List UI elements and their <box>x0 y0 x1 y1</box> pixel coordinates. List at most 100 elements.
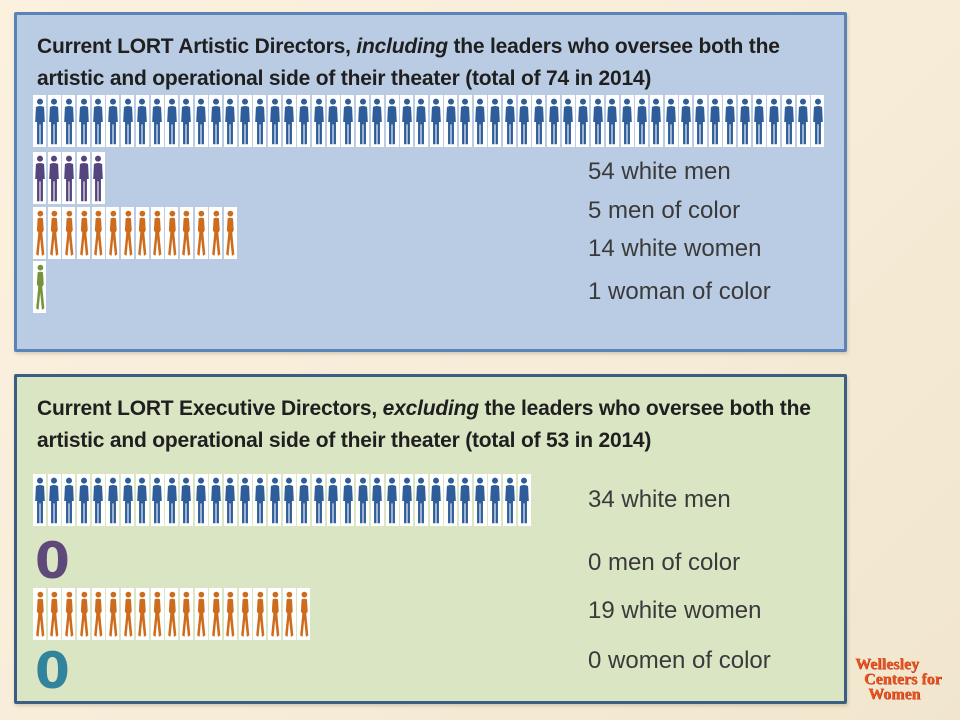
count-label: 0 men of color <box>588 549 741 576</box>
man-icon <box>253 474 267 526</box>
man-icon <box>385 95 399 147</box>
title-text: the leaders who oversee both the artisti… <box>37 397 811 452</box>
woman-icon <box>91 207 105 259</box>
man-icon <box>238 95 252 147</box>
title-text: Current LORT Executive Directors, <box>37 397 383 420</box>
woman-icon <box>209 588 223 640</box>
woman-icon <box>238 588 252 640</box>
man-icon <box>47 474 61 526</box>
woman-icon <box>194 207 208 259</box>
wellesley-centers-for-women-logo: Wellesley Centers for Women <box>855 656 957 703</box>
man-icon <box>341 95 355 147</box>
count-label: 19 white women <box>588 597 762 624</box>
woman-icon <box>194 588 208 640</box>
man-icon <box>282 474 296 526</box>
count-label: 5 men of color <box>588 197 741 224</box>
man-icon <box>121 474 135 526</box>
woman-icon <box>121 588 135 640</box>
man-icon <box>62 152 76 204</box>
woman-icon <box>179 588 193 640</box>
woman-icon <box>62 207 76 259</box>
man-icon <box>752 95 766 147</box>
pictogram-row <box>33 207 237 259</box>
man-icon <box>458 95 472 147</box>
man-icon <box>723 95 737 147</box>
man-icon <box>811 95 825 147</box>
man-icon <box>605 95 619 147</box>
man-icon <box>91 95 105 147</box>
man-icon <box>693 95 707 147</box>
man-icon <box>297 474 311 526</box>
man-icon <box>576 95 590 147</box>
man-icon <box>591 95 605 147</box>
man-icon <box>106 474 120 526</box>
man-icon <box>77 95 91 147</box>
woman-icon <box>268 588 281 640</box>
man-icon <box>238 474 252 526</box>
title-italic-word: excluding <box>382 397 479 420</box>
man-icon <box>312 95 326 147</box>
man-icon <box>708 95 722 147</box>
man-icon <box>47 152 61 204</box>
man-icon <box>268 474 281 526</box>
man-icon <box>400 95 414 147</box>
man-icon <box>209 474 223 526</box>
artistic-directors-title: Current LORT Artistic Directors, includi… <box>37 31 823 94</box>
woman-icon <box>33 261 46 313</box>
woman-icon <box>106 588 120 640</box>
woman-icon <box>297 588 311 640</box>
woman-icon <box>282 588 296 640</box>
woman-icon <box>106 207 120 259</box>
pictogram-row <box>33 95 825 147</box>
man-icon <box>473 474 487 526</box>
woman-icon <box>77 588 91 640</box>
woman-icon <box>47 207 61 259</box>
man-icon <box>297 95 311 147</box>
man-icon <box>488 95 502 147</box>
man-icon <box>385 474 399 526</box>
man-icon <box>223 95 237 147</box>
man-icon <box>47 95 61 147</box>
woman-icon <box>77 207 91 259</box>
pictogram-row <box>33 152 105 204</box>
man-icon <box>223 474 237 526</box>
pictogram-row <box>33 261 46 313</box>
man-icon <box>179 95 193 147</box>
man-icon <box>517 474 531 526</box>
man-icon <box>370 95 384 147</box>
man-icon <box>414 95 428 147</box>
woman-icon <box>209 207 223 259</box>
man-icon <box>194 474 208 526</box>
man-icon <box>356 474 370 526</box>
woman-icon <box>135 588 149 640</box>
man-icon <box>165 474 179 526</box>
man-icon <box>429 95 443 147</box>
man-icon <box>150 474 164 526</box>
man-icon <box>326 95 340 147</box>
man-icon <box>106 95 120 147</box>
man-icon <box>767 95 781 147</box>
man-icon <box>62 95 76 147</box>
man-icon <box>150 95 164 147</box>
man-icon <box>503 95 516 147</box>
woman-icon <box>179 207 193 259</box>
man-icon <box>679 95 693 147</box>
logo-line: Wellesley <box>855 656 919 673</box>
woman-icon <box>33 588 46 640</box>
man-icon <box>547 95 561 147</box>
woman-icon <box>223 207 237 259</box>
man-icon <box>209 95 223 147</box>
title-text: the leaders who oversee both the artisti… <box>37 35 780 90</box>
man-icon <box>620 95 634 147</box>
man-icon <box>473 95 487 147</box>
man-icon <box>91 474 105 526</box>
man-icon <box>62 474 76 526</box>
logo-line: Women <box>868 686 921 703</box>
man-icon <box>517 95 531 147</box>
man-icon <box>414 474 428 526</box>
title-text: Current LORT Artistic Directors, <box>37 35 357 58</box>
count-label: 14 white women <box>588 235 762 262</box>
man-icon <box>165 95 179 147</box>
man-icon <box>400 474 414 526</box>
man-icon <box>33 152 46 204</box>
